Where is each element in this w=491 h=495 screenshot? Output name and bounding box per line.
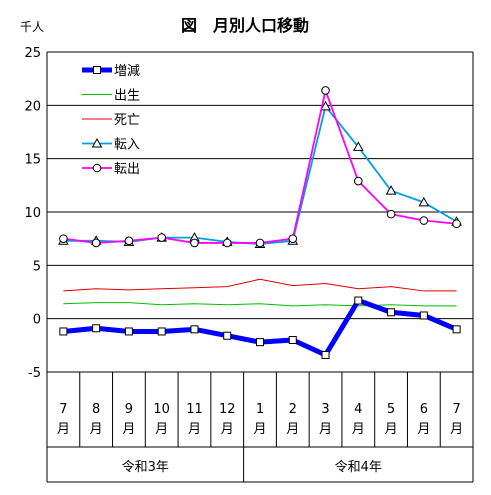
x-tick-month-number: 7 bbox=[452, 402, 460, 417]
data-point bbox=[223, 331, 232, 340]
x-tick-month-suffix: 月 bbox=[385, 422, 398, 437]
x-tick-month-suffix: 月 bbox=[352, 422, 365, 437]
unit-label: 千人 bbox=[20, 20, 44, 34]
data-point bbox=[157, 327, 166, 336]
legend-label: 転出 bbox=[114, 162, 140, 177]
data-point bbox=[288, 234, 298, 243]
data-point bbox=[255, 238, 265, 248]
data-point bbox=[452, 325, 461, 334]
series-0 bbox=[59, 296, 461, 359]
legend-label: 増減 bbox=[114, 63, 140, 79]
grid-layer bbox=[47, 51, 473, 373]
y-tick-label: 10 bbox=[24, 206, 41, 221]
chart-title: 図 月別人口移動 bbox=[181, 16, 309, 35]
y-tick-label: 15 bbox=[24, 153, 41, 168]
data-point bbox=[418, 196, 430, 207]
x-tick-month-suffix: 月 bbox=[253, 422, 266, 437]
data-point bbox=[352, 141, 364, 151]
legend-marker bbox=[92, 163, 102, 173]
legend-item: 出生 bbox=[82, 89, 140, 104]
data-point bbox=[321, 86, 330, 95]
data-point bbox=[321, 350, 330, 359]
x-tick-month-number: 9 bbox=[125, 402, 133, 417]
x-tick-month-suffix: 月 bbox=[417, 422, 430, 437]
x-tick-month-number: 12 bbox=[219, 402, 236, 417]
series-line bbox=[63, 298, 458, 358]
x-tick-month-suffix: 月 bbox=[286, 422, 299, 437]
x-tick-month-number: 7 bbox=[59, 402, 67, 417]
legend-marker bbox=[93, 66, 101, 74]
data-point bbox=[124, 236, 134, 246]
data-point bbox=[387, 308, 396, 317]
legend-label: 出生 bbox=[114, 89, 140, 104]
legend-marker bbox=[91, 137, 103, 148]
data-point bbox=[222, 238, 232, 248]
data-point bbox=[354, 296, 363, 305]
x-tick-month-number: 6 bbox=[420, 402, 428, 417]
x-tick-month-suffix: 月 bbox=[188, 422, 201, 437]
data-point bbox=[288, 336, 297, 344]
x-tick-month-suffix: 月 bbox=[122, 422, 135, 437]
data-point bbox=[190, 238, 199, 248]
y-tick-label: -5 bbox=[28, 366, 41, 381]
series-4 bbox=[59, 86, 461, 248]
legend-item: 増減 bbox=[82, 63, 140, 79]
x-tick-month-number: 4 bbox=[354, 402, 362, 417]
series-line bbox=[63, 278, 457, 292]
x-tick-month-number: 11 bbox=[186, 402, 203, 417]
x-tick-month-suffix: 月 bbox=[450, 422, 463, 437]
year-group-label: 令和4年 bbox=[335, 460, 382, 475]
series-line bbox=[63, 302, 457, 307]
data-point bbox=[385, 185, 397, 195]
x-tick-month-number: 5 bbox=[387, 402, 395, 417]
data-point bbox=[59, 234, 68, 243]
data-point bbox=[354, 176, 363, 186]
legend-item: 転出 bbox=[82, 162, 140, 177]
y-tick-label: 25 bbox=[24, 46, 41, 61]
x-tick-month-number: 8 bbox=[92, 402, 100, 417]
year-group-label: 令和3年 bbox=[122, 460, 169, 475]
series-layer bbox=[58, 86, 462, 359]
legend-item: 死亡 bbox=[82, 113, 140, 128]
data-point bbox=[157, 233, 166, 242]
legend-label: 転入 bbox=[114, 138, 140, 153]
x-tick-month-suffix: 月 bbox=[319, 422, 332, 437]
x-tick-month-suffix: 月 bbox=[90, 422, 103, 437]
data-point bbox=[92, 324, 101, 333]
y-tick-label: 20 bbox=[24, 99, 41, 114]
legend-label: 死亡 bbox=[114, 113, 140, 128]
series-2 bbox=[63, 278, 457, 292]
data-point bbox=[91, 238, 101, 248]
data-point bbox=[386, 209, 396, 219]
data-point bbox=[320, 100, 331, 111]
data-point bbox=[190, 325, 199, 334]
x-tick-month-number: 2 bbox=[289, 402, 297, 417]
x-tick-month-suffix: 月 bbox=[57, 422, 70, 437]
y-tick-label: 5 bbox=[33, 259, 41, 274]
legend-item: 転入 bbox=[82, 138, 140, 153]
data-point bbox=[124, 327, 133, 336]
x-tick-month-number: 3 bbox=[321, 402, 329, 417]
x-tick-month-number: 10 bbox=[153, 402, 170, 417]
data-point bbox=[419, 311, 428, 320]
data-point bbox=[256, 338, 264, 347]
series-1 bbox=[63, 302, 457, 307]
x-tick-month-suffix: 月 bbox=[155, 422, 168, 437]
x-tick-month-number: 1 bbox=[256, 402, 264, 417]
data-point bbox=[59, 327, 68, 336]
x-tick-month-suffix: 月 bbox=[221, 422, 234, 437]
data-point bbox=[452, 219, 461, 229]
y-tick-label: 0 bbox=[33, 313, 41, 328]
data-point bbox=[419, 216, 429, 225]
